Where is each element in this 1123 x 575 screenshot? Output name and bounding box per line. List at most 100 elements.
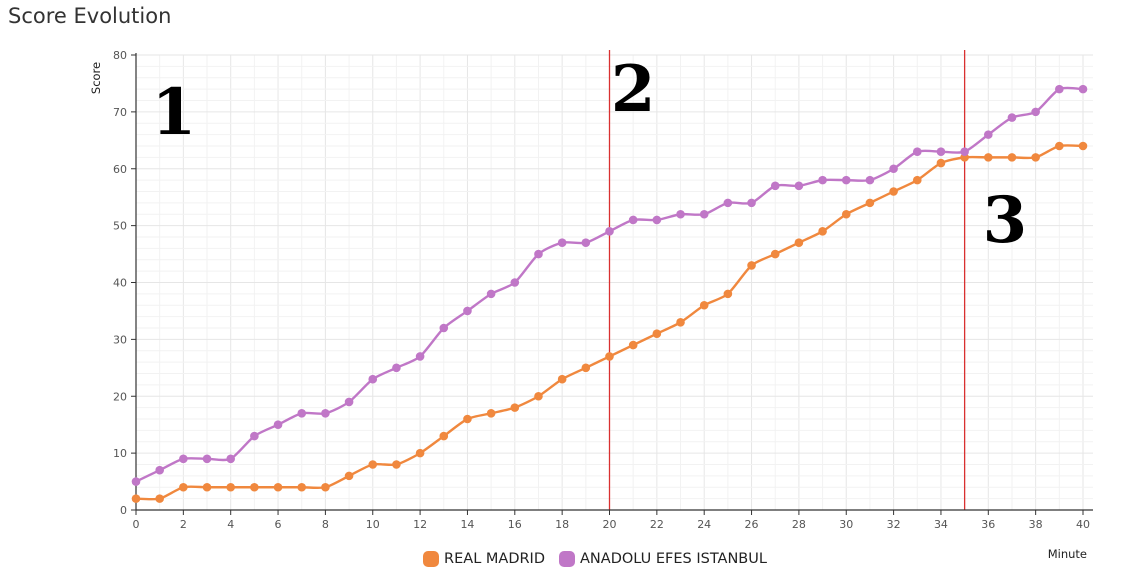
x-tick-label: 10 xyxy=(366,518,380,531)
data-point-real-madrid xyxy=(723,289,733,299)
data-point-anadolu-efes xyxy=(960,147,969,156)
data-point-real-madrid xyxy=(463,414,472,424)
vertical-markers xyxy=(608,50,966,510)
y-tick-label: 70 xyxy=(113,106,127,119)
data-point-real-madrid xyxy=(179,482,188,492)
data-point-anadolu-efes xyxy=(273,420,283,429)
data-point-real-madrid xyxy=(676,318,685,327)
data-point-anadolu-efes xyxy=(1078,84,1088,94)
data-point-anadolu-efes xyxy=(344,397,354,407)
data-point-anadolu-efes xyxy=(628,215,638,225)
data-point-real-madrid xyxy=(510,403,520,412)
data-point-real-madrid xyxy=(368,460,378,469)
data-point-real-madrid xyxy=(581,363,591,373)
data-point-anadolu-efes xyxy=(250,431,259,441)
data-point-real-madrid xyxy=(131,494,141,503)
data-point-real-madrid xyxy=(912,175,922,185)
data-point-real-madrid xyxy=(770,249,780,259)
data-point-real-madrid xyxy=(1078,141,1088,151)
data-point-real-madrid xyxy=(984,153,993,162)
data-point-anadolu-efes xyxy=(463,306,472,316)
data-point-real-madrid xyxy=(818,227,827,236)
data-point-real-madrid xyxy=(1055,141,1064,151)
data-point-anadolu-efes xyxy=(699,209,709,219)
data-point-real-madrid xyxy=(1007,153,1017,162)
data-point-anadolu-efes xyxy=(439,323,449,333)
annotation-number: 3 xyxy=(983,183,1028,258)
data-point-anadolu-efes xyxy=(723,198,733,208)
legend-item-anadolu-efes[interactable]: ANADOLU EFES ISTANBUL xyxy=(559,551,767,567)
x-tick-label: 8 xyxy=(322,518,329,531)
x-tick-label: 6 xyxy=(275,518,282,531)
data-point-real-madrid xyxy=(155,494,164,503)
x-tick-label: 20 xyxy=(603,518,617,531)
data-point-anadolu-efes xyxy=(392,363,401,373)
legend-label-real-madrid: REAL MADRID xyxy=(444,551,546,567)
data-point-real-madrid xyxy=(202,482,212,492)
y-tick-label: 30 xyxy=(113,333,127,346)
x-axis-label: Minute xyxy=(1048,547,1087,561)
data-point-real-madrid xyxy=(321,482,330,492)
y-tick-label: 40 xyxy=(113,277,127,290)
data-point-real-madrid xyxy=(226,482,235,492)
x-tick-label: 32 xyxy=(887,518,901,531)
data-point-anadolu-efes xyxy=(605,227,614,236)
data-point-anadolu-efes xyxy=(297,409,307,418)
data-point-real-madrid xyxy=(794,238,804,247)
y-tick-label: 20 xyxy=(113,390,127,403)
x-tick-label: 30 xyxy=(839,518,853,531)
data-point-real-madrid xyxy=(486,409,496,418)
data-point-anadolu-efes xyxy=(865,175,875,185)
data-point-anadolu-efes xyxy=(912,147,922,156)
data-point-real-madrid xyxy=(439,431,449,441)
data-point-anadolu-efes xyxy=(652,215,662,225)
y-axis-label: Score xyxy=(89,62,103,94)
y-tick-label: 0 xyxy=(120,504,127,517)
data-point-anadolu-efes xyxy=(818,175,827,185)
y-tick-label: 60 xyxy=(113,163,127,176)
data-point-anadolu-efes xyxy=(747,198,756,208)
data-point-anadolu-efes xyxy=(1055,84,1064,94)
x-tick-label: 12 xyxy=(413,518,427,531)
data-point-anadolu-efes xyxy=(1007,113,1017,122)
data-point-real-madrid xyxy=(250,482,259,492)
data-point-anadolu-efes xyxy=(841,175,851,185)
data-point-anadolu-efes xyxy=(770,181,780,191)
data-point-real-madrid xyxy=(415,448,425,458)
data-point-real-madrid xyxy=(557,374,567,384)
data-point-anadolu-efes xyxy=(321,409,330,418)
x-tick-label: 36 xyxy=(981,518,995,531)
data-point-anadolu-efes xyxy=(155,465,164,475)
x-tick-label: 24 xyxy=(697,518,711,531)
data-point-anadolu-efes xyxy=(534,249,543,259)
y-tick-label: 80 xyxy=(113,49,127,62)
legend-swatch-real-madrid xyxy=(423,551,440,567)
data-point-anadolu-efes xyxy=(794,181,804,191)
data-point-anadolu-efes xyxy=(226,454,235,464)
y-tick-label: 50 xyxy=(113,220,127,233)
data-point-real-madrid xyxy=(628,340,638,350)
data-point-anadolu-efes xyxy=(202,454,212,464)
data-point-real-madrid xyxy=(534,391,543,401)
data-point-real-madrid xyxy=(841,209,851,219)
data-point-anadolu-efes xyxy=(889,164,898,174)
data-point-real-madrid xyxy=(865,198,875,208)
legend-label-anadolu-efes: ANADOLU EFES ISTANBUL xyxy=(580,551,767,567)
legend-item-real-madrid[interactable]: REAL MADRID xyxy=(423,551,545,567)
x-tick-label: 18 xyxy=(555,518,569,531)
data-point-real-madrid xyxy=(392,460,401,469)
data-point-real-madrid xyxy=(889,187,898,196)
x-tick-label: 28 xyxy=(792,518,806,531)
data-point-real-madrid xyxy=(652,329,662,338)
data-point-anadolu-efes xyxy=(510,278,520,287)
data-point-real-madrid xyxy=(297,482,307,492)
data-point-anadolu-efes xyxy=(131,477,141,486)
data-point-real-madrid xyxy=(1031,153,1040,162)
x-tick-label: 2 xyxy=(180,518,187,531)
data-point-anadolu-efes xyxy=(368,374,378,384)
x-tick-label: 26 xyxy=(745,518,759,531)
data-point-real-madrid xyxy=(699,300,709,310)
data-point-anadolu-efes xyxy=(936,147,946,156)
